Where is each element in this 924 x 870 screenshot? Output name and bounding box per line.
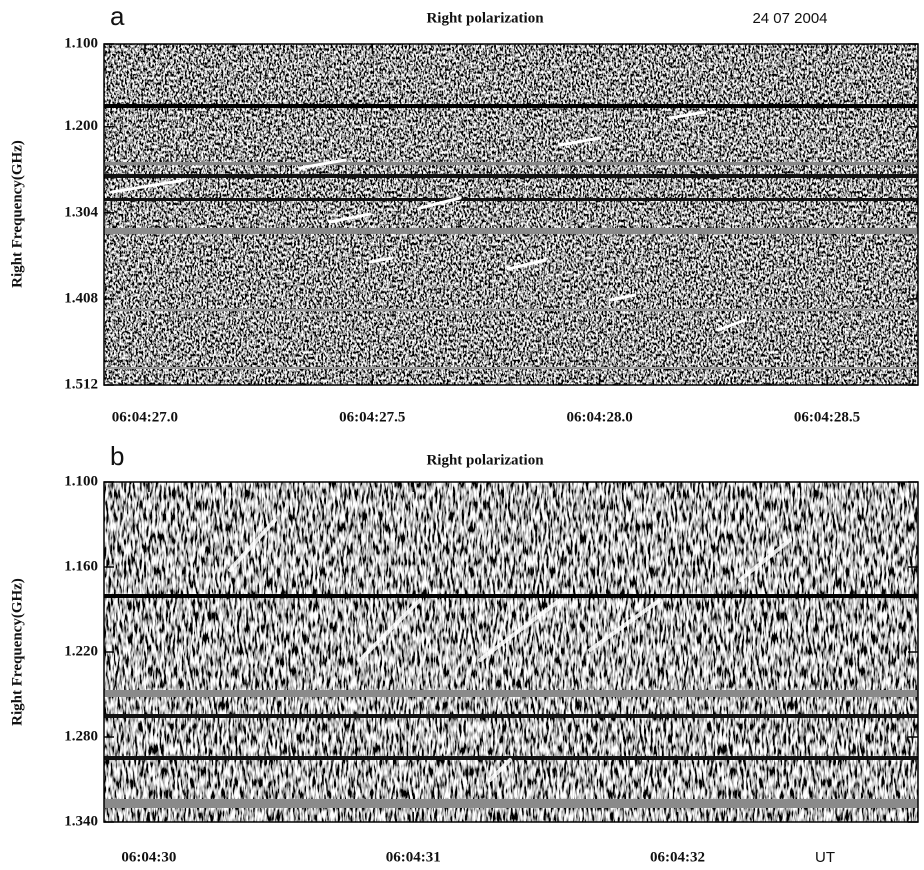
date: 24 07 2004 — [752, 10, 827, 27]
panel-label: a — [110, 1, 125, 31]
y-tick-label: 1.304 — [64, 204, 98, 220]
panel-label: b — [110, 441, 124, 471]
y-tick-label: 1.100 — [64, 35, 98, 51]
panel-b-background — [103, 481, 919, 823]
x-tick-label: 06:04:28.0 — [567, 409, 633, 425]
y-tick-label: 1.408 — [64, 290, 98, 306]
y-tick-label: 1.512 — [64, 376, 98, 392]
x-tick-label: 06:04:27.0 — [112, 409, 178, 425]
y-tick-label: 1.160 — [64, 558, 98, 574]
y-tick-label: 1.280 — [64, 728, 98, 744]
y-tick-label: 1.100 — [64, 473, 98, 489]
x-tick-label: 06:04:30 — [121, 849, 176, 865]
y-axis-label: Right Frequency(GHz) — [9, 578, 25, 726]
x-tick-label: 06:04:32 — [650, 849, 705, 865]
chart-title: Right polarization — [426, 452, 544, 468]
x-tick-label: 06:04:27.5 — [339, 409, 405, 425]
panel-a-background — [103, 43, 919, 386]
chart-title: Right polarization — [426, 10, 544, 26]
x-tick-label: 06:04:28.5 — [794, 409, 860, 425]
x-tick-label: 06:04:31 — [386, 849, 441, 865]
y-tick-label: 1.200 — [64, 118, 98, 134]
x-axis-label: UT — [815, 849, 835, 866]
y-tick-label: 1.340 — [64, 813, 98, 829]
y-tick-label: 1.220 — [64, 643, 98, 659]
y-axis-label: Right Frequency(GHz) — [9, 140, 25, 288]
